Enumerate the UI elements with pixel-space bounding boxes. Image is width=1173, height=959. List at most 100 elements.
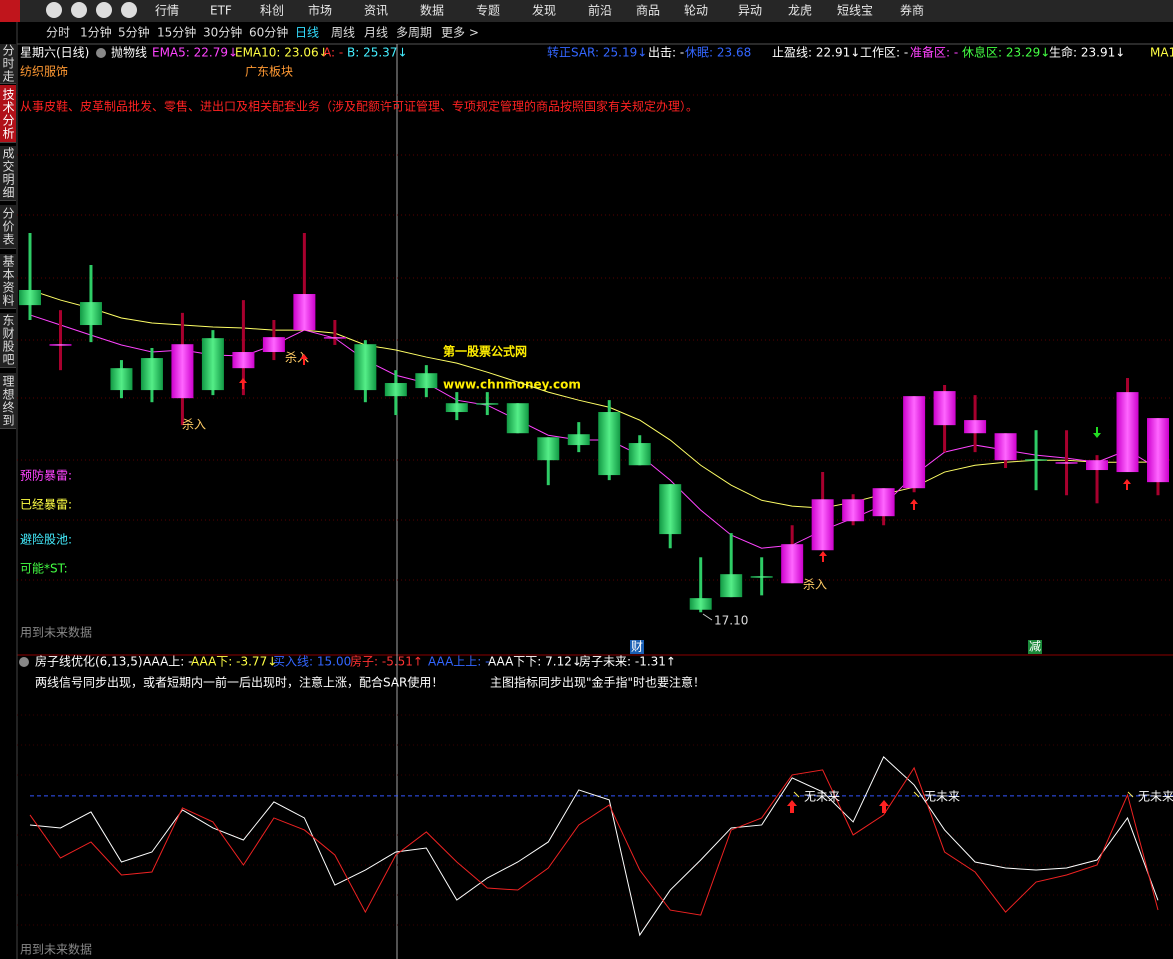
indicator-legend: 休眠: 23.68 bbox=[685, 46, 751, 60]
candle-body bbox=[689, 598, 712, 610]
period-tab[interactable]: 月线 bbox=[364, 26, 388, 40]
buy-arrow bbox=[300, 354, 308, 365]
period-tab[interactable]: 30分钟 bbox=[203, 25, 242, 40]
side-label: 已经暴雷: bbox=[20, 498, 72, 512]
candle-body bbox=[811, 499, 834, 551]
note: 两线信号同步出现，或者短期内一前一后出现时，注意上涨，配合SAR使用！ bbox=[35, 675, 443, 690]
footnote: 用到未来数据 bbox=[20, 942, 92, 957]
ema-line bbox=[29, 289, 1159, 509]
buy-arrow bbox=[819, 551, 827, 562]
candle-body bbox=[232, 352, 255, 369]
menu-item[interactable]: 资讯 bbox=[364, 4, 388, 18]
sidebar-tab[interactable]: 分时走势 bbox=[0, 44, 16, 84]
candle-body bbox=[842, 499, 865, 522]
min-pointer bbox=[702, 613, 713, 621]
description: 从事皮鞋、皮革制品批发、零售、进出口及相关配套业务（涉及配额许可证管理、专项规定… bbox=[20, 99, 698, 114]
buy-arrow bbox=[879, 800, 889, 813]
menu-item[interactable]: 发现 bbox=[532, 3, 556, 18]
sidebar-tab[interactable]: 成交明细 bbox=[0, 146, 16, 201]
candle-body bbox=[49, 344, 72, 346]
period-tab[interactable]: 更多 > bbox=[441, 26, 479, 40]
period-tab[interactable]: 60分钟 bbox=[249, 25, 288, 40]
sector-tag: 纺织服饰 bbox=[20, 65, 68, 79]
dropdown-icon[interactable] bbox=[19, 657, 29, 667]
candle-body bbox=[110, 368, 133, 391]
period-tab[interactable]: 周线 bbox=[331, 26, 355, 40]
indicator-legend: A: - bbox=[323, 46, 343, 60]
candle-body bbox=[1086, 460, 1109, 471]
sidebar-tab[interactable]: 基本资料 bbox=[0, 254, 16, 309]
candle-body bbox=[933, 391, 956, 426]
candle-body bbox=[537, 437, 560, 461]
menu-item[interactable]: 科创 bbox=[260, 4, 284, 18]
candle-body bbox=[1116, 392, 1139, 473]
period-tab[interactable]: 多周期 bbox=[396, 26, 432, 40]
signal-label: 杀入 bbox=[803, 577, 827, 592]
candle-body bbox=[415, 373, 438, 389]
candle-body bbox=[1055, 462, 1078, 464]
menu-item[interactable]: 券商 bbox=[900, 3, 924, 18]
buy-arrow bbox=[239, 378, 247, 389]
menu-item[interactable]: 前沿 bbox=[588, 3, 612, 18]
side-label: 避险股池: bbox=[20, 532, 72, 547]
min-label: 17.10 bbox=[714, 614, 748, 628]
menu-item[interactable]: 数据 bbox=[420, 3, 444, 18]
menu-item[interactable]: 行情 bbox=[155, 4, 179, 18]
period-tab[interactable]: 15分钟 bbox=[157, 25, 196, 40]
indicator-legend: B: 25.37↓ bbox=[347, 46, 408, 60]
signal-label: 无未来 bbox=[1138, 790, 1173, 804]
back-button[interactable] bbox=[71, 2, 87, 18]
menu-item[interactable]: 市场 bbox=[308, 3, 332, 18]
dropdown-icon[interactable] bbox=[96, 48, 106, 58]
forward-button[interactable] bbox=[96, 2, 112, 18]
menu-item[interactable]: ETF bbox=[210, 4, 232, 18]
candle-body bbox=[354, 344, 377, 391]
period-tab[interactable]: 1分钟 bbox=[80, 25, 112, 40]
indicator-legend: 转正SAR: 25.19↓ bbox=[547, 45, 647, 60]
menu-item[interactable]: 商品 bbox=[636, 3, 660, 18]
indicator-legend: AAA下: -3.77↓ bbox=[191, 655, 277, 669]
sidebar-tab[interactable]: 分价表 bbox=[0, 205, 16, 249]
watermark: www.chnmoney.com bbox=[443, 378, 581, 392]
indicator-legend: 生命: 23.91↓ bbox=[1049, 45, 1125, 60]
sector-tag: 广东板块 bbox=[245, 65, 293, 79]
menu-item[interactable]: 短线宝 bbox=[837, 4, 873, 18]
candle-body bbox=[140, 358, 163, 391]
candle-body bbox=[781, 544, 804, 584]
logo bbox=[0, 0, 20, 22]
buy-arrow bbox=[1123, 479, 1131, 490]
menu-item[interactable]: 轮动 bbox=[684, 4, 708, 18]
sell-arrow bbox=[1093, 427, 1101, 438]
candle-body bbox=[1025, 459, 1048, 461]
candle-body bbox=[201, 338, 224, 391]
period-tab[interactable]: 5分钟 bbox=[118, 25, 150, 40]
home-button[interactable] bbox=[46, 2, 62, 18]
candle-body bbox=[598, 412, 621, 476]
ema-line bbox=[29, 314, 1159, 549]
menu-item[interactable]: 专题 bbox=[476, 3, 500, 18]
candle-body bbox=[872, 488, 895, 517]
candle-body bbox=[750, 576, 773, 578]
menu-item[interactable]: 龙虎 bbox=[788, 4, 812, 18]
sidebar-tab[interactable]: 东财股吧 bbox=[0, 313, 16, 368]
indicator-legend: AAA下下: 7.12↓ bbox=[488, 655, 582, 669]
signal-pointer bbox=[793, 791, 800, 798]
menu-item[interactable]: 异动 bbox=[738, 4, 762, 18]
sidebar-tab[interactable]: 理想终到 bbox=[0, 373, 16, 429]
indicator-legend: 房子: -5.51↑ bbox=[350, 654, 423, 669]
candle-body bbox=[262, 337, 285, 353]
candle-body bbox=[79, 302, 102, 326]
indicator-legend: 抛物线 bbox=[111, 45, 147, 60]
period-tab[interactable]: 日线 bbox=[295, 26, 319, 40]
side-label: 可能*ST: bbox=[20, 562, 68, 576]
candle-body bbox=[323, 337, 346, 339]
period-tab[interactable]: 分时 bbox=[46, 26, 70, 40]
candle-body bbox=[445, 403, 468, 413]
watermark: 第一股票公式网 bbox=[443, 344, 527, 359]
sidebar-tab[interactable]: 技术分析 bbox=[0, 85, 16, 143]
candle-body bbox=[994, 433, 1017, 461]
menu-button[interactable] bbox=[121, 2, 137, 18]
indicator-legend: 工作区: - bbox=[860, 46, 908, 60]
candle-body bbox=[903, 396, 926, 489]
indicator-legend: EMA5: 22.79↓ bbox=[152, 46, 238, 60]
